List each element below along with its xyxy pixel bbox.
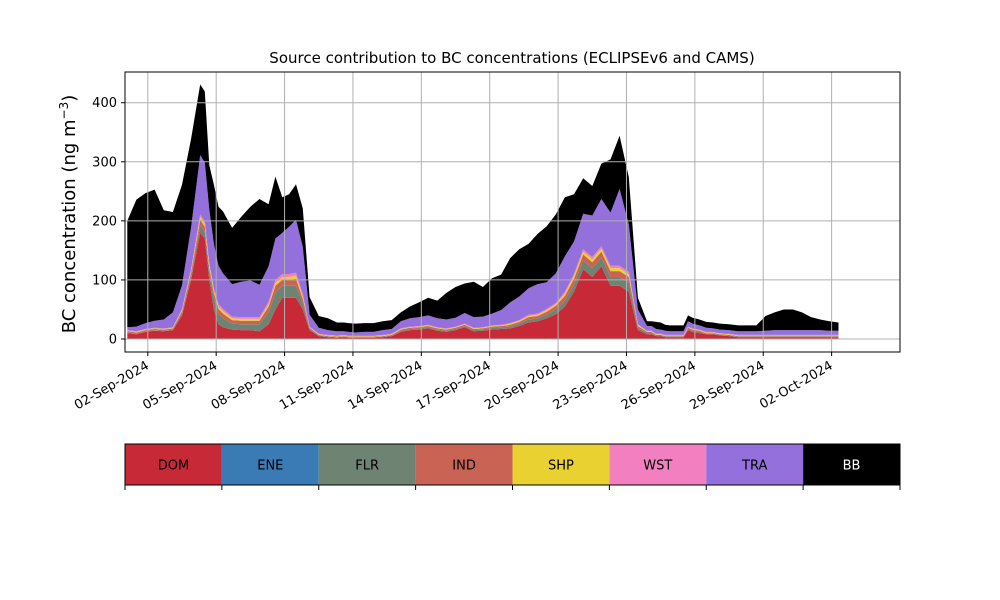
x-tick-label: 11-Sep-2024: [277, 358, 357, 413]
area-series-wst: [127, 214, 839, 337]
area-series-ind: [127, 219, 839, 338]
x-tick-label: 02-Oct-2024: [757, 358, 835, 412]
legend-swatch-ene: [221, 444, 319, 485]
legend-swatch-tra: [706, 444, 804, 485]
legend-swatch-ind: [415, 444, 513, 485]
x-tick-label: 29-Sep-2024: [687, 358, 767, 413]
chart-title: Source contribution to BC concentrations…: [269, 49, 754, 67]
x-tick-label: 14-Sep-2024: [345, 358, 425, 413]
legend-label-ene: ENE: [257, 459, 283, 474]
x-tick-label: 05-Sep-2024: [140, 358, 220, 413]
legend-swatch-wst: [609, 444, 707, 485]
legend-label-shp: SHP: [548, 459, 574, 474]
x-tick-label: 26-Sep-2024: [619, 358, 699, 413]
legend-label-flr: FLR: [355, 459, 379, 474]
x-tick-label: 02-Sep-2024: [72, 358, 152, 413]
legend-swatch-shp: [512, 444, 610, 485]
y-tick-label: 200: [92, 214, 117, 229]
area-series-tra: [127, 155, 839, 336]
x-tick-label: 17-Sep-2024: [414, 358, 494, 413]
x-tick-label: 20-Sep-2024: [482, 358, 562, 413]
legend-colorbar: DOM ENE FLR IND SHP WST TRA BB: [124, 443, 901, 490]
plot-area: [127, 84, 839, 339]
plot-frame: [124, 71, 901, 353]
x-tick-label: 08-Sep-2024: [209, 358, 289, 413]
legend-label-tra: TRA: [741, 459, 767, 474]
area-series-bb: [127, 84, 839, 333]
legend-swatch-dom: [125, 444, 222, 485]
legend-label-wst: WST: [643, 459, 672, 474]
area-series-shp: [127, 216, 839, 337]
y-tick-label: 0: [109, 333, 117, 348]
grid: [125, 72, 900, 352]
legend-label-dom: DOM: [158, 459, 189, 474]
legend-swatch-bb: [803, 444, 900, 485]
x-tick-label: 23-Sep-2024: [551, 358, 631, 413]
y-tick-label: 400: [92, 96, 117, 111]
y-axis-label: BC concentration (ng m−3): [57, 95, 80, 334]
legend-label-ind: IND: [452, 459, 476, 474]
y-tick-label: 300: [92, 155, 117, 170]
legend-swatch-flr: [318, 444, 416, 485]
area-series-dom: [127, 232, 839, 339]
y-tick-label: 100: [92, 273, 117, 288]
legend-label-bb: BB: [843, 459, 861, 474]
area-series-flr: [127, 225, 839, 338]
